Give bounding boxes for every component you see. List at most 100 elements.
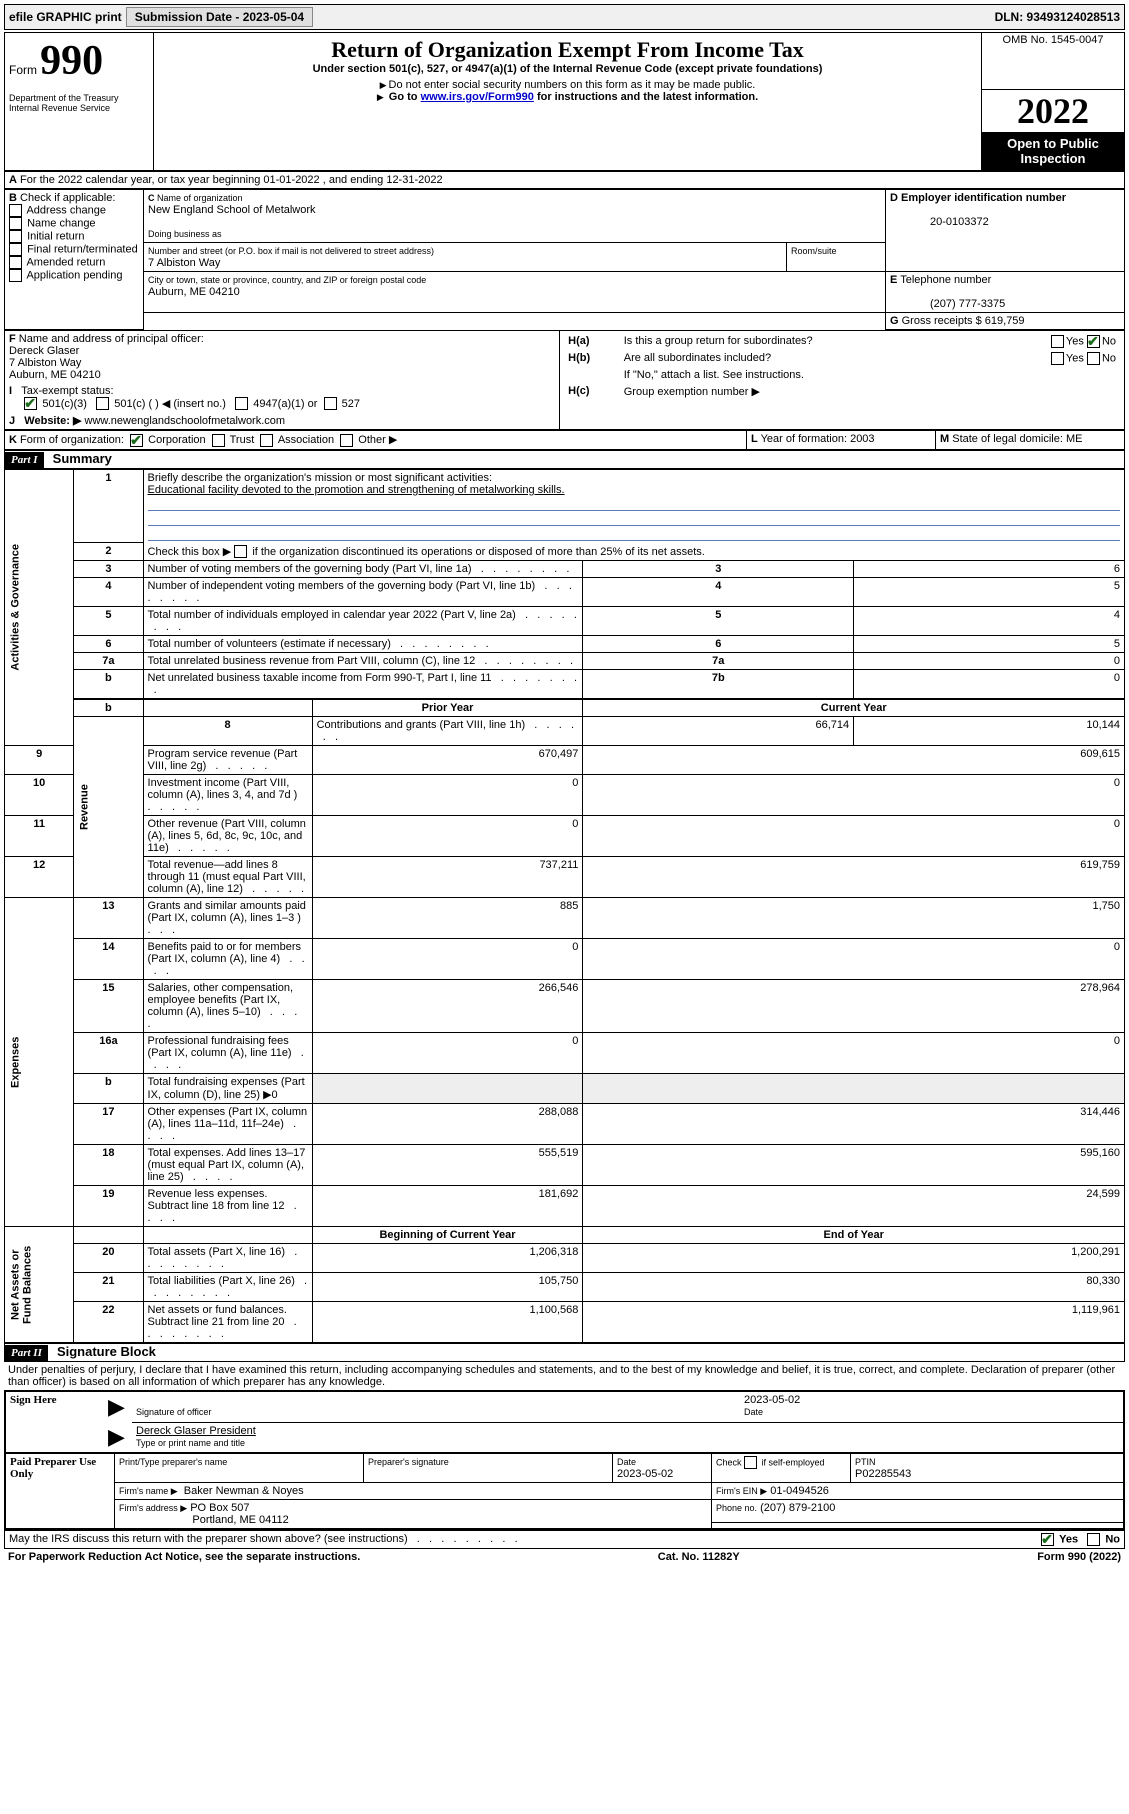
arrow-icon xyxy=(377,91,386,103)
trust-checkbox[interactable] xyxy=(212,434,225,447)
hb-yes-checkbox[interactable] xyxy=(1051,352,1064,365)
final-return-checkbox[interactable] xyxy=(9,243,22,256)
cell: End of Year xyxy=(583,1227,1125,1244)
application-pending-checkbox[interactable] xyxy=(9,269,22,282)
corp-checkbox[interactable] xyxy=(130,434,143,447)
discuss-no-checkbox[interactable] xyxy=(1087,1533,1100,1546)
yes-label: Yes xyxy=(1066,352,1084,364)
table-row: 10 Investment income (Part VIII, column … xyxy=(5,775,1125,816)
part-i-label: Part I xyxy=(5,452,44,468)
addr-change-checkbox[interactable] xyxy=(9,204,22,217)
officer-city: Auburn, ME 04210 xyxy=(9,369,101,381)
discuss-text: May the IRS discuss this return with the… xyxy=(9,1533,408,1545)
irs-link[interactable]: www.irs.gov/Form990 xyxy=(421,91,534,103)
firm-name-label: Firm's name ▶ xyxy=(119,1486,178,1496)
cell: 0 xyxy=(312,1033,583,1074)
table-row: 20 Total assets (Part X, line 16) . . . … xyxy=(5,1244,1125,1273)
submission-date-button[interactable]: Submission Date - 2023-05-04 xyxy=(126,7,313,27)
other-checkbox[interactable] xyxy=(340,434,353,447)
cell: Total fundraising expenses (Part IX, col… xyxy=(143,1074,312,1104)
form-prefix: Form xyxy=(9,63,37,77)
sign-here-block: Sign Here ▶ Signature of officer 2023-05… xyxy=(4,1390,1125,1454)
initial-return-checkbox[interactable] xyxy=(9,230,22,243)
efile-label: efile GRAPHIC print xyxy=(9,10,122,24)
footer-right-num: 990 xyxy=(1068,1551,1086,1563)
cell: 80,330 xyxy=(583,1273,1125,1302)
cell: Revenue less expenses. Subtract line 18 … xyxy=(143,1186,312,1227)
cell: 8 xyxy=(143,717,312,746)
self-emp-suffix: if self-employed xyxy=(759,1458,825,1468)
q2-text: Check this box ▶ xyxy=(148,546,235,558)
no-label: No xyxy=(1102,335,1116,347)
cell: 0 xyxy=(583,1033,1125,1074)
527-checkbox[interactable] xyxy=(324,397,337,410)
i-opt: 501(c)(3) xyxy=(42,398,87,410)
footer-mid: Cat. No. 11282Y xyxy=(658,1551,740,1563)
part-ii-header: Part II Signature Block xyxy=(4,1343,1125,1362)
table-row: 4 Number of independent voting members o… xyxy=(5,578,1125,607)
501c-checkbox[interactable] xyxy=(96,397,109,410)
phone-value: (207) 777-3375 xyxy=(890,298,1005,310)
cell: Total assets (Part X, line 16) . . . . .… xyxy=(143,1244,312,1273)
discuss-yes-checkbox[interactable] xyxy=(1041,1533,1054,1546)
dba-label: Doing business as xyxy=(148,229,222,239)
form-title: Return of Organization Exempt From Incom… xyxy=(158,37,977,63)
cell: Total unrelated business revenue from Pa… xyxy=(143,653,583,670)
table-row: 21 Total liabilities (Part X, line 26) .… xyxy=(5,1273,1125,1302)
prep-date-label: Date xyxy=(617,1457,636,1467)
cell: Number of voting members of the governin… xyxy=(143,561,583,578)
table-row: Revenue 8 Contributions and grants (Part… xyxy=(5,717,1125,746)
m-label: State of legal domicile: ME xyxy=(952,433,1082,445)
cell: Net unrelated business taxable income fr… xyxy=(143,670,583,700)
street-label: Number and street (or P.O. box if mail i… xyxy=(148,246,434,256)
cell: 12 xyxy=(5,857,74,898)
cell: 0 xyxy=(583,939,1125,980)
part-i-title: Summary xyxy=(47,449,118,468)
form-header: Form 990 Return of Organization Exempt F… xyxy=(4,32,1125,171)
side-net: Net Assets or Fund Balances xyxy=(5,1227,74,1343)
cell: 885 xyxy=(312,898,583,939)
self-employed-checkbox[interactable] xyxy=(744,1456,757,1469)
form-subtitle: Under section 501(c), 527, or 4947(a)(1)… xyxy=(158,63,977,75)
b-opt: Final return/terminated xyxy=(27,243,138,255)
cell: 16a xyxy=(74,1033,143,1074)
blank-line xyxy=(148,511,1120,526)
cell: Total expenses. Add lines 13–17 (must eq… xyxy=(143,1145,312,1186)
blank-line xyxy=(148,526,1120,541)
ha-yes-checkbox[interactable] xyxy=(1051,335,1064,348)
yes-label: Yes xyxy=(1066,335,1084,347)
k-label: Form of organization: xyxy=(20,434,124,446)
table-row: Net Assets or Fund Balances Beginning of… xyxy=(5,1227,1125,1244)
firm-phone-label: Phone no. xyxy=(716,1503,757,1513)
4947-checkbox[interactable] xyxy=(235,397,248,410)
table-row: b Total fundraising expenses (Part IX, c… xyxy=(5,1074,1125,1104)
q2-checkbox[interactable] xyxy=(234,545,247,558)
hb-no-checkbox[interactable] xyxy=(1087,352,1100,365)
cell: 595,160 xyxy=(583,1145,1125,1186)
prep-date: 2023-05-02 xyxy=(617,1468,673,1480)
ha-no-checkbox[interactable] xyxy=(1087,335,1100,348)
501c3-checkbox[interactable] xyxy=(24,397,37,410)
cell: 555,519 xyxy=(312,1145,583,1186)
cell: Total number of individuals employed in … xyxy=(143,607,583,636)
b-opt: Amended return xyxy=(26,256,105,268)
self-emp-label: Check xyxy=(716,1458,744,1468)
cell: 0 xyxy=(312,939,583,980)
b-label: Check if applicable: xyxy=(20,192,115,204)
amended-return-checkbox[interactable] xyxy=(9,256,22,269)
footer-right: Form 990 (2022) xyxy=(1037,1551,1121,1563)
table-row: 14 Benefits paid to or for members (Part… xyxy=(5,939,1125,980)
cell: Total revenue—add lines 8 through 11 (mu… xyxy=(143,857,312,898)
assoc-checkbox[interactable] xyxy=(260,434,273,447)
e-label: Telephone number xyxy=(900,274,991,286)
cell: b xyxy=(74,1074,143,1104)
table-row: 16a Professional fundraising fees (Part … xyxy=(5,1033,1125,1074)
footer-right-post: (2022) xyxy=(1086,1551,1121,1563)
firm-phone: (207) 879-2100 xyxy=(760,1502,835,1514)
name-change-checkbox[interactable] xyxy=(9,217,22,230)
part-ii-title: Signature Block xyxy=(51,1342,162,1361)
cell: 7a xyxy=(583,653,854,670)
cell: 24,599 xyxy=(583,1186,1125,1227)
k-opt: Corporation xyxy=(148,434,205,446)
hb-note: If "No," attach a list. See instructions… xyxy=(620,367,1120,383)
